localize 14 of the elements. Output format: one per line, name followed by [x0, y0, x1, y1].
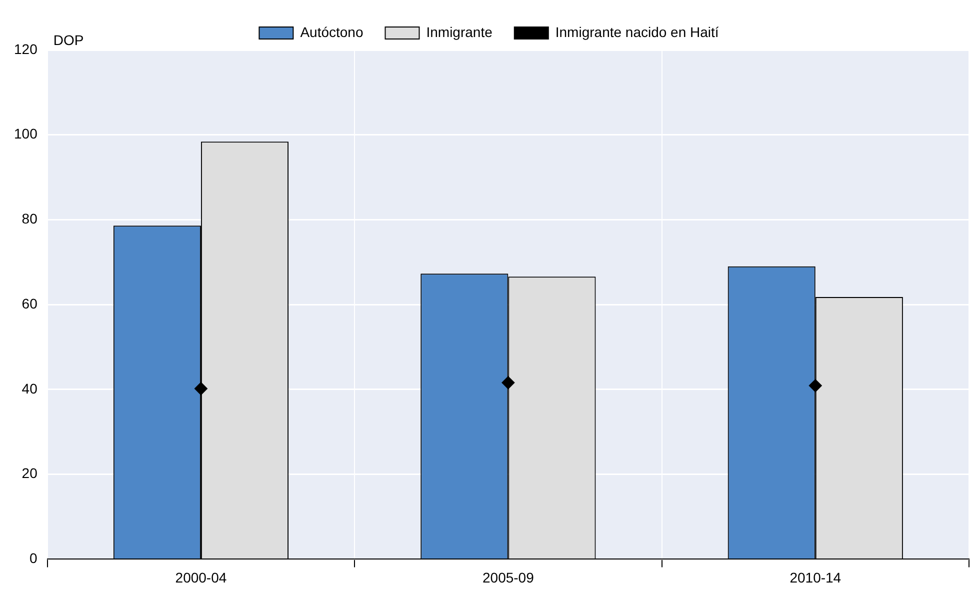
y-axis-title: DOP: [53, 32, 84, 48]
y-tick-label: 0: [30, 550, 38, 566]
y-tick-label: 100: [14, 126, 38, 142]
x-tick-label: 2010-14: [790, 569, 842, 586]
y-tick-label: 20: [22, 465, 38, 482]
y-tick-label: 60: [22, 295, 38, 312]
y-tick-label: 80: [22, 210, 38, 227]
x-tick-label: 2000-04: [175, 569, 227, 586]
x-tick-label: 2005-09: [482, 569, 534, 586]
legend-label: Inmigrante nacido en Haití: [555, 24, 719, 40]
y-tick-label: 120: [14, 40, 38, 57]
legend-label: Autóctono: [300, 24, 364, 40]
y-tick-label: 40: [22, 380, 38, 396]
legend-label: Inmigrante: [426, 24, 493, 40]
